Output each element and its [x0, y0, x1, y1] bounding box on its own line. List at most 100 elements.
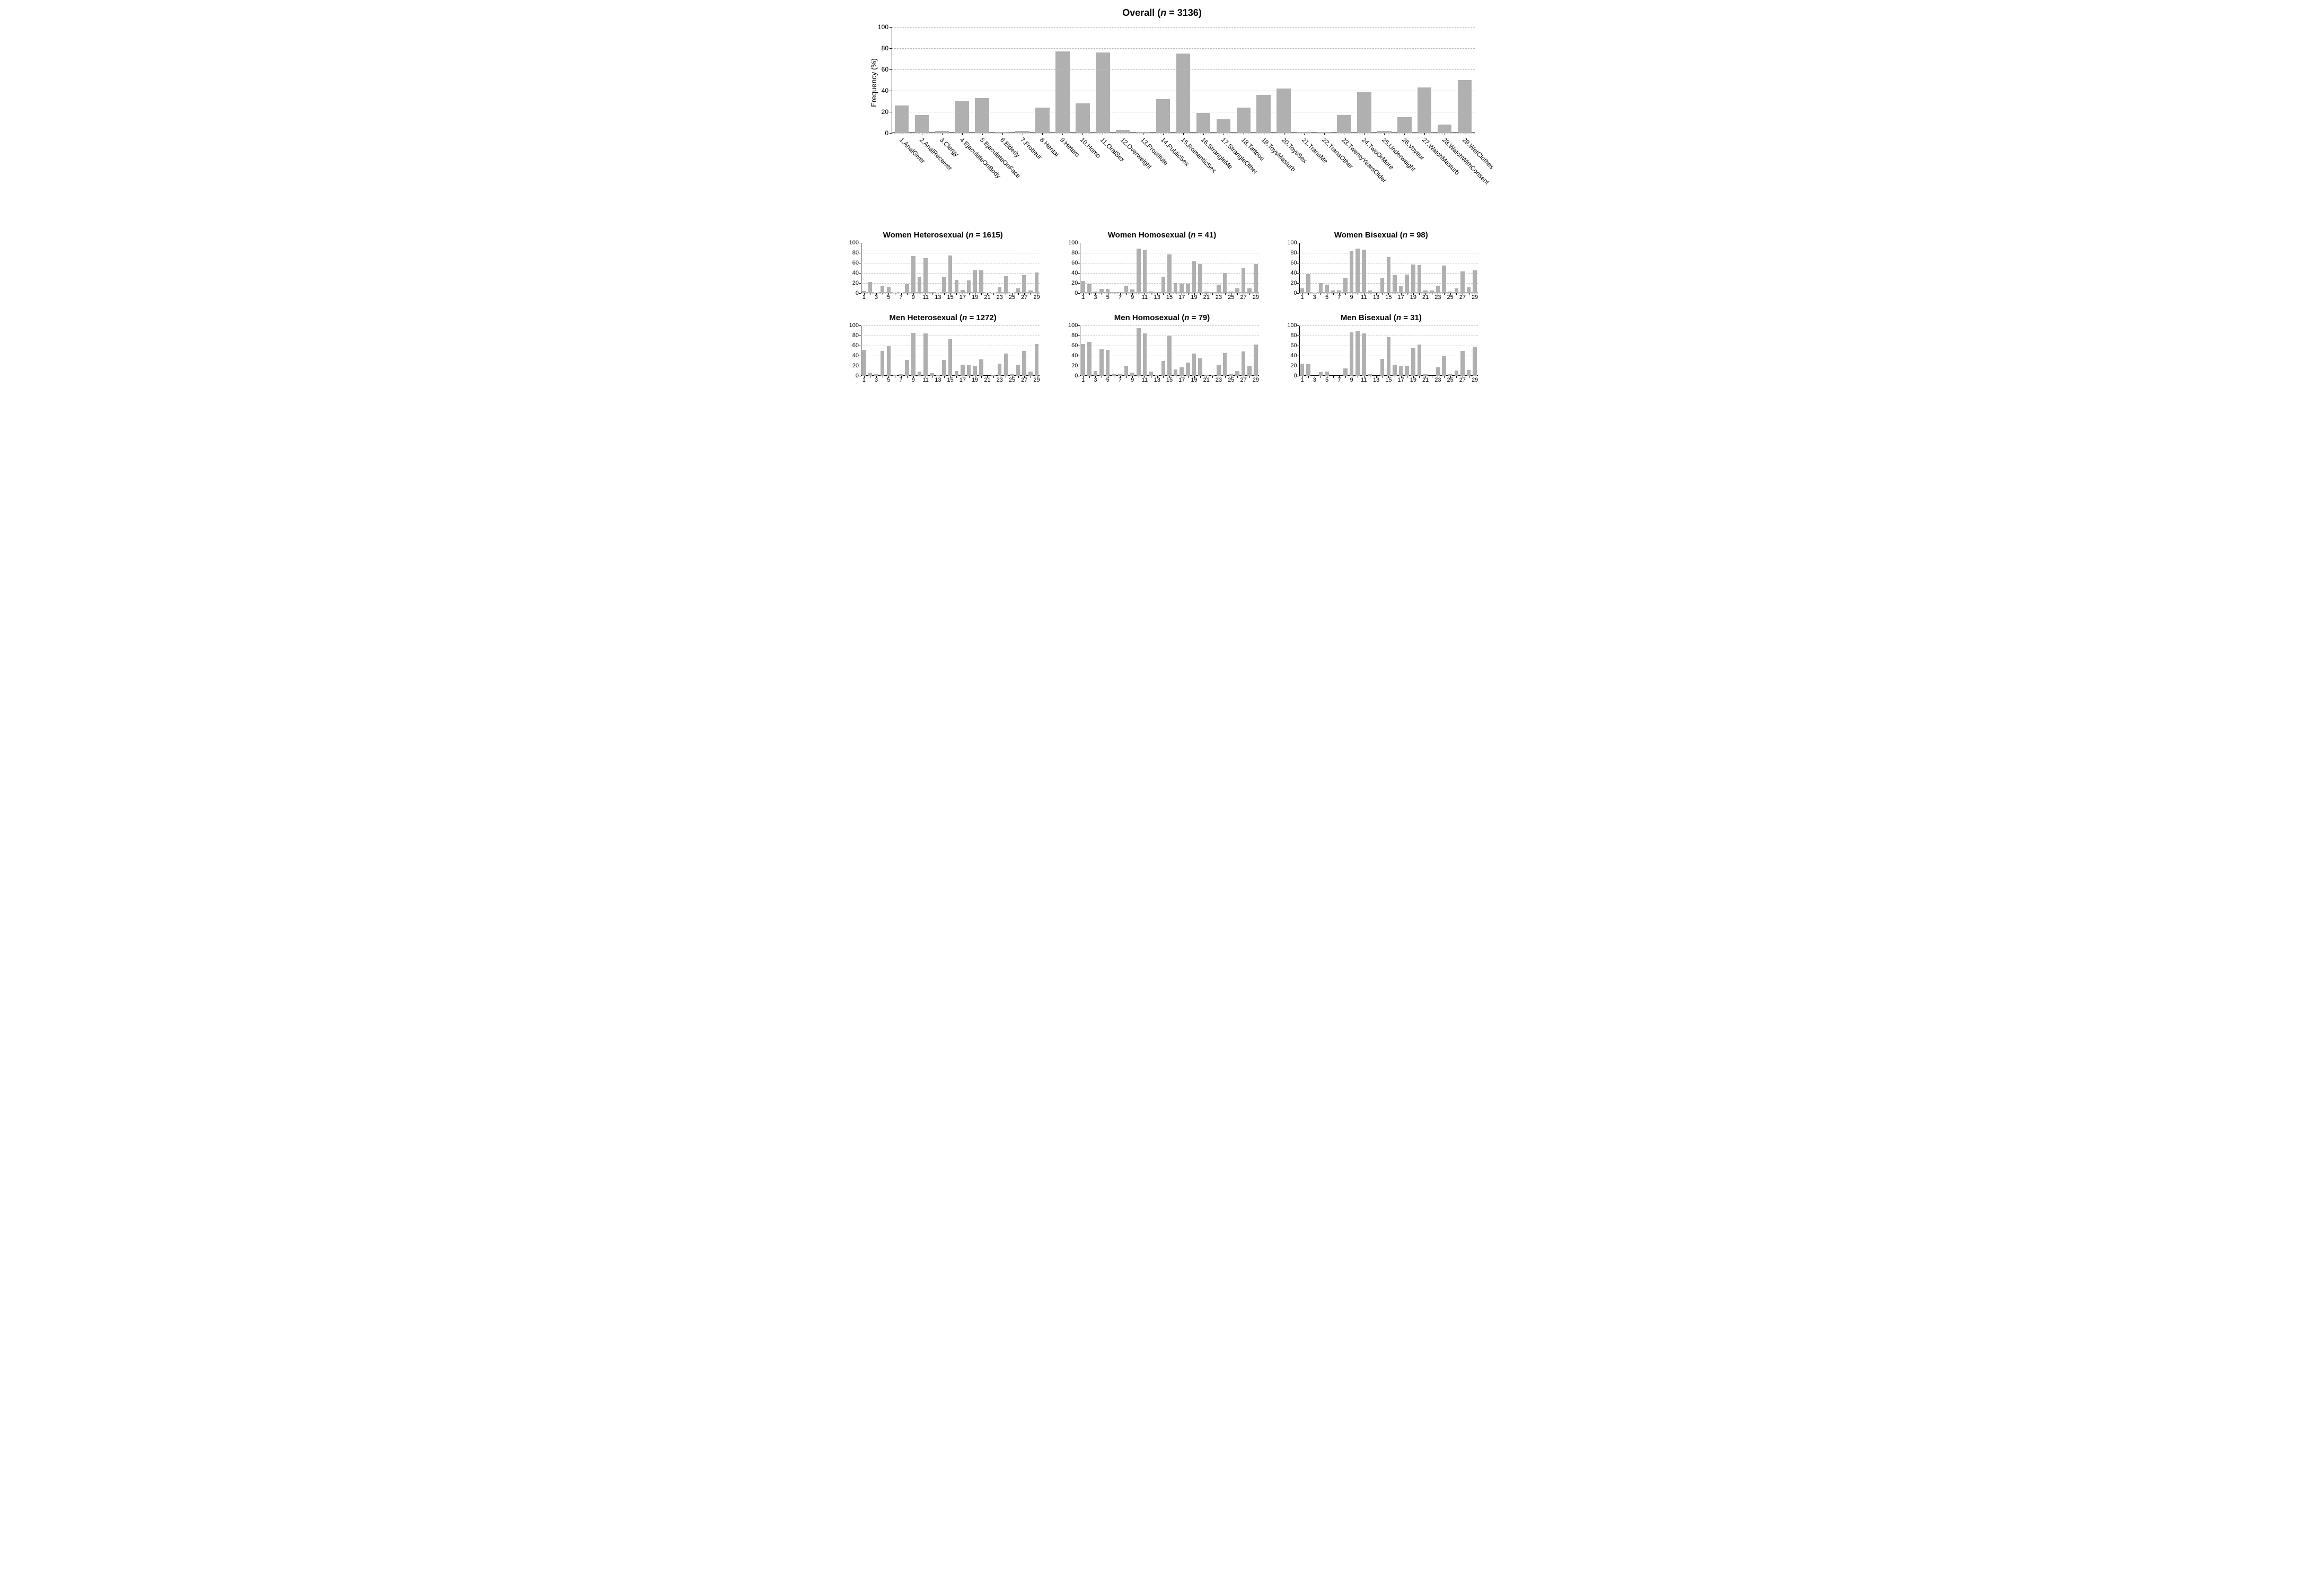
x-tick-mark	[1212, 293, 1213, 295]
title-prefix: Men Heterosexual	[890, 313, 957, 322]
x-tick-mark	[969, 376, 970, 378]
x-number-label: 17	[1397, 293, 1404, 301]
x-number-label: 11	[922, 293, 928, 301]
bar	[1306, 274, 1310, 293]
bar	[1179, 284, 1184, 293]
small-plot-area: 0204060801001357911131517192123252729	[1299, 325, 1478, 376]
bar	[1357, 92, 1371, 133]
x-tick-mark	[1018, 376, 1019, 378]
title-prefix: Overall	[1122, 7, 1155, 18]
x-number-label: 3	[1094, 376, 1097, 383]
small-plot-area: 0204060801001357911131517192123252729	[1080, 243, 1258, 293]
bar	[1393, 275, 1397, 293]
x-number-label: 15	[1385, 376, 1392, 383]
x-tick-mark	[1200, 293, 1201, 295]
x-number-label: 29	[1472, 376, 1478, 383]
x-number-label: 29	[1253, 376, 1259, 383]
bar	[998, 364, 1002, 376]
x-number-label: 21	[1422, 376, 1429, 383]
small-chart: Men Heterosexual (n = 1272)0204060801001…	[844, 311, 1042, 384]
x-number-label: 15	[1385, 293, 1392, 301]
bar	[1337, 115, 1351, 133]
bar	[1380, 359, 1385, 376]
y-tick-mark	[1297, 293, 1299, 294]
x-tick-mark	[1333, 376, 1334, 378]
small-chart-title: Women Bisexual (n = 98)	[1282, 231, 1480, 240]
bar	[915, 115, 929, 133]
small-bars: 1357911131517192123252729	[861, 243, 1040, 293]
x-number-label: 11	[1142, 293, 1148, 301]
x-tick-mark	[1018, 293, 1019, 295]
bar	[1161, 277, 1166, 293]
bar	[1143, 250, 1147, 293]
bar	[868, 282, 873, 293]
x-tick-mark	[907, 293, 908, 295]
small-chart: Women Homosexual (n = 41)020406080100135…	[1063, 228, 1261, 302]
x-number-label: 27	[1021, 293, 1027, 301]
bar	[948, 339, 953, 376]
x-number-label: 5	[887, 376, 890, 383]
x-number-label: 17	[1178, 376, 1185, 383]
bar	[1094, 371, 1098, 376]
main-chart: Frequency (%) 1.AnalGiver2.AnalReceiver3…	[876, 22, 1475, 144]
bar	[905, 284, 909, 293]
bar	[1149, 372, 1153, 376]
x-number-label: 11	[1361, 376, 1367, 383]
x-number-label: 29	[1253, 293, 1259, 301]
bar	[1397, 117, 1412, 133]
small-chart-wrap: 0204060801001357911131517192123252729	[1297, 323, 1478, 384]
x-tick-mark	[981, 293, 982, 295]
bar	[1096, 52, 1110, 133]
bar	[1325, 285, 1329, 293]
small-multiples-grid: Women Heterosexual (n = 1615)02040608010…	[844, 228, 1480, 384]
bar	[1256, 95, 1271, 133]
x-number-label: 23	[1434, 293, 1441, 301]
y-axis-title: Frequency (%)	[869, 58, 878, 107]
x-number-label: 19	[1191, 376, 1197, 383]
bar	[979, 359, 983, 376]
x-number-label: 17	[1397, 376, 1404, 383]
bar	[1467, 370, 1471, 376]
main-bars: 1.AnalGiver2.AnalReceiver3.Clergy4.Ejacu…	[892, 27, 1475, 133]
bar	[923, 333, 928, 376]
x-tick-mark	[1225, 293, 1226, 295]
bar	[1235, 371, 1239, 376]
x-tick-mark	[969, 293, 970, 295]
bar	[1099, 349, 1104, 376]
bar	[1156, 99, 1170, 133]
bar	[1016, 365, 1020, 376]
title-prefix: Women Homosexual	[1108, 231, 1186, 240]
x-tick-mark	[1163, 376, 1164, 378]
x-number-label: 19	[1410, 293, 1416, 301]
bar	[1198, 358, 1202, 376]
bar	[1411, 265, 1415, 293]
x-tick-mark	[1249, 293, 1250, 295]
bar	[1436, 367, 1440, 376]
small-chart-wrap: 0204060801001357911131517192123252729	[1078, 241, 1258, 302]
bar	[1004, 354, 1008, 376]
n-value: 98	[1416, 231, 1425, 240]
bar	[1196, 113, 1211, 133]
x-number-label: 15	[1166, 376, 1173, 383]
x-number-label: 25	[1009, 293, 1015, 301]
n-value: 31	[1410, 313, 1419, 322]
x-number-label: 23	[1216, 376, 1222, 383]
bar	[1087, 342, 1091, 376]
bar	[1438, 125, 1452, 133]
bar	[1192, 261, 1196, 293]
bar	[905, 360, 909, 376]
x-tick-mark	[993, 376, 994, 378]
title-prefix: Men Bisexual	[1341, 313, 1392, 322]
bar	[1028, 372, 1033, 376]
bar	[1387, 257, 1391, 293]
x-number-label: 25	[1228, 376, 1234, 383]
y-tick-mark	[890, 69, 892, 70]
x-number-label: 1	[1300, 376, 1304, 383]
x-number-label: 5	[1106, 293, 1110, 301]
bar	[1223, 353, 1227, 376]
bar	[1393, 365, 1397, 376]
bar	[975, 98, 989, 133]
bar	[1405, 275, 1409, 293]
bar	[1087, 284, 1091, 293]
bar	[1325, 372, 1329, 376]
